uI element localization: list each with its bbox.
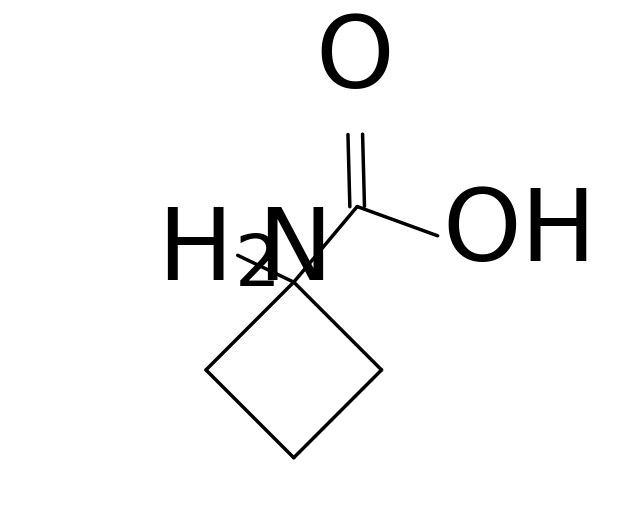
Text: 2: 2 xyxy=(236,232,281,301)
Text: OH: OH xyxy=(442,185,596,282)
Text: O: O xyxy=(316,12,394,109)
Text: N: N xyxy=(257,205,332,301)
Text: H: H xyxy=(157,205,233,301)
